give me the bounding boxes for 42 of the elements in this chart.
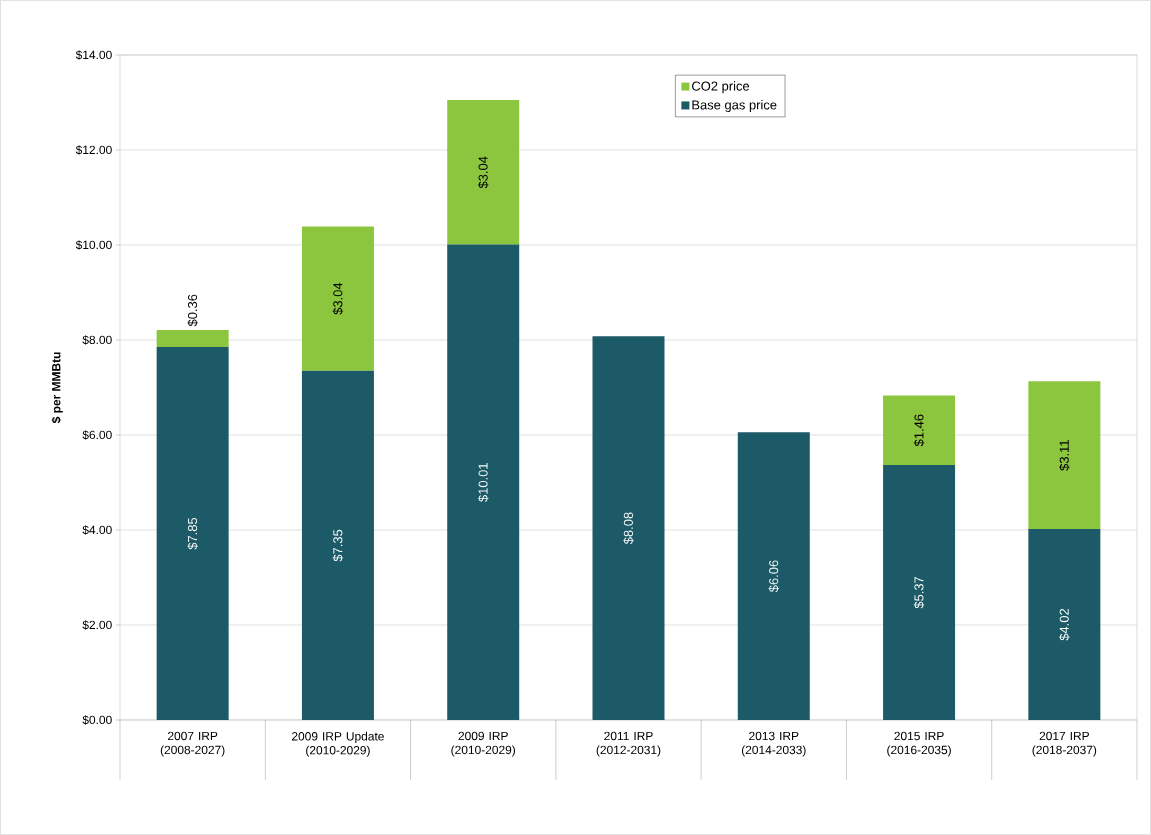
y-tick-label: $6.00 — [82, 430, 112, 440]
data-label: $10.01 — [477, 463, 489, 502]
bar — [156, 347, 229, 720]
y-axis-title: $ per MMBtu — [51, 352, 63, 424]
bar — [301, 370, 374, 720]
y-tick-label: $0.00 — [82, 715, 112, 725]
data-label: $0.36 — [187, 294, 198, 327]
legend-label: Base gas price — [692, 99, 777, 113]
y-tick-label: $2.00 — [82, 620, 112, 630]
bar — [1028, 529, 1101, 720]
bar — [301, 226, 374, 371]
x-tick-label: 2013 IRP (2014-2033) — [741, 731, 806, 757]
y-tick-label: $8.00 — [82, 335, 112, 345]
data-label: $1.46 — [913, 414, 925, 447]
bar — [447, 244, 520, 720]
bar — [883, 395, 956, 465]
x-tick-label: 2009 IRP Update (2010-2029) — [292, 731, 384, 757]
bar — [447, 100, 520, 245]
bar — [1028, 381, 1101, 530]
data-label: $7.35 — [332, 529, 344, 562]
data-label: $6.06 — [768, 560, 780, 593]
x-tick-label: 2011 IRP (2012-2031) — [596, 731, 661, 757]
x-tick-label: 2015 IRP (2016-2035) — [887, 731, 951, 757]
y-tick-label: $4.00 — [82, 525, 112, 535]
data-label: $8.08 — [623, 512, 634, 545]
x-tick-label: 2009 IRP (2010-2029) — [451, 731, 516, 757]
data-label: $4.02 — [1059, 608, 1070, 641]
bar — [156, 330, 229, 348]
y-tick-label: $10.00 — [75, 240, 112, 250]
y-tick-label: $14.00 — [75, 50, 112, 60]
bar — [592, 336, 665, 720]
bar — [737, 432, 810, 720]
y-tick-label: $12.00 — [75, 145, 112, 155]
data-label: $3.04 — [332, 282, 344, 315]
data-label: $3.04 — [477, 156, 489, 189]
data-label: $7.85 — [187, 517, 198, 550]
data-label: $3.11 — [1059, 440, 1070, 471]
legend-label: CO2 price — [692, 81, 750, 94]
x-tick-label: 2007 IRP (2008-2027) — [160, 731, 225, 757]
data-label: $5.37 — [913, 576, 925, 609]
x-tick-label: 2017 IRP (2018-2037) — [1032, 731, 1097, 757]
bar — [883, 464, 956, 720]
